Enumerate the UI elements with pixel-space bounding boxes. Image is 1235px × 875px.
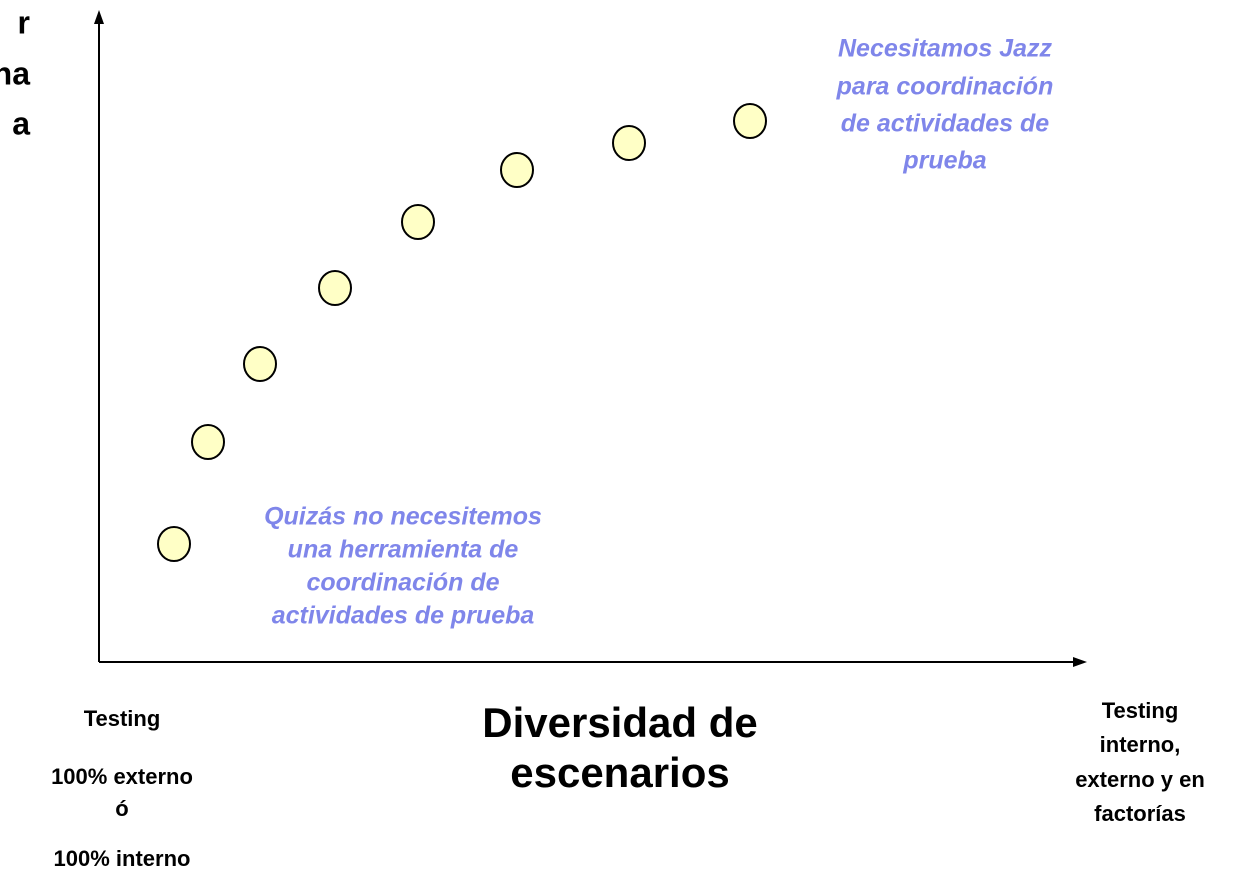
point: [157, 526, 191, 562]
point: [612, 125, 646, 161]
x-left-label: 100% externo: [51, 764, 193, 789]
x-axis-title: escenarios: [510, 749, 729, 796]
y-arrow: [94, 10, 104, 24]
x-right-label: Testing: [1102, 698, 1179, 723]
point: [500, 152, 534, 188]
annotation: una herramienta de: [288, 536, 519, 564]
annotation: coordinación de: [306, 569, 499, 597]
x-left-label: 100% interno: [54, 846, 191, 871]
x-left-label: Testing: [84, 706, 161, 731]
points: [157, 103, 767, 562]
point: [733, 103, 767, 139]
point: [243, 346, 277, 382]
x-axis-title: Diversidad de: [482, 699, 757, 746]
annotation: actividades de prueba: [272, 602, 535, 630]
left-label: a: [12, 105, 30, 141]
annotation: prueba: [902, 147, 986, 175]
point: [191, 424, 225, 460]
annotation: para coordinación: [836, 73, 1054, 101]
point: [401, 204, 435, 240]
x-right-label: externo y en: [1075, 767, 1205, 792]
x-left-label: ó: [115, 796, 128, 821]
x-right-label: interno,: [1100, 732, 1181, 757]
annotation: Necesitamos Jazz: [838, 35, 1053, 63]
annotation: Quizás no necesitemos: [264, 503, 542, 531]
annotation: de actividades de: [841, 110, 1050, 138]
x-arrow: [1073, 657, 1087, 667]
left-label: na: [0, 55, 30, 91]
left-label: r: [18, 4, 30, 40]
x-right-label: factorías: [1094, 801, 1186, 826]
point: [318, 270, 352, 306]
